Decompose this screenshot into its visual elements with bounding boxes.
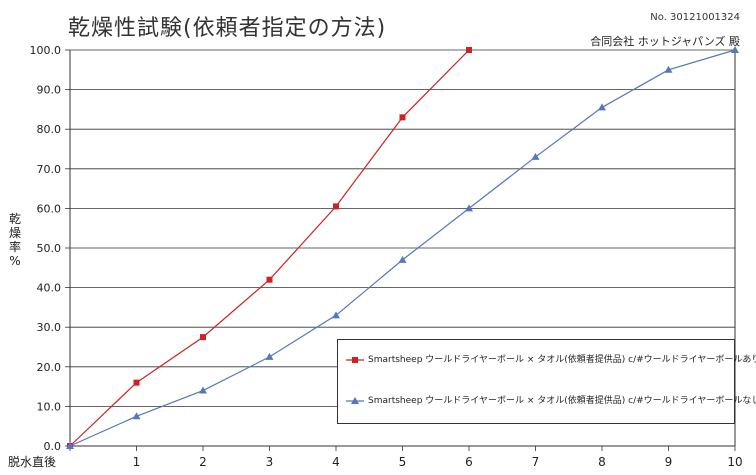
x-tick-label: 3 <box>266 455 274 469</box>
chart-title: 乾燥性試験(依頼者指定の方法) <box>68 16 387 41</box>
data-point-triangle <box>398 255 407 263</box>
data-point-square <box>266 276 273 283</box>
legend-item-series-2: Smartsheep ウールドライヤーボール × タオル(依頼者提供品) c/#… <box>346 393 756 406</box>
x-tick-label: 5 <box>399 455 407 469</box>
y-tick-label: 40.0 <box>37 282 62 295</box>
y-axis-label-char: 率 <box>8 240 21 254</box>
data-point-triangle <box>265 352 274 360</box>
legend-triangle-marker-icon <box>346 396 364 404</box>
x-tick-label: 1 <box>133 455 141 469</box>
data-point-square <box>133 379 140 386</box>
x-tick-label: 4 <box>332 455 340 469</box>
y-axis-label-char: 乾 <box>8 212 21 226</box>
y-axis-label: 乾 燥 率 % <box>7 212 23 268</box>
document-number: No. 30121001324 <box>650 12 740 23</box>
data-point-triangle <box>332 311 340 319</box>
chart-legend: Smartsheep ウールドライヤーボール × タオル(依頼者提供品) c/#… <box>337 339 756 424</box>
data-point-triangle <box>465 204 473 212</box>
data-point-triangle <box>531 152 540 160</box>
y-tick-label: 10.0 <box>37 400 62 413</box>
data-point-square <box>333 203 339 210</box>
y-tick-label: 90.0 <box>37 84 62 97</box>
legend-label-series-2: Smartsheep ウールドライヤーボール × タオル(依頼者提供品) c/#… <box>368 396 756 406</box>
data-point-square <box>200 334 206 341</box>
client-company: 合同会社 ホットジャパンズ 殿 <box>590 35 740 48</box>
y-axis-label-char: % <box>9 254 21 268</box>
legend-label-series-1: Smartsheep ウールドライヤーボール × タオル(依頼者提供品) c/#… <box>368 355 756 365</box>
y-tick-label: 50.0 <box>37 242 62 255</box>
x-tick-label: 9 <box>665 455 673 469</box>
x-tick-label: 脱水直後 <box>8 454 56 469</box>
x-tick-label: 8 <box>598 455 606 469</box>
data-point-triangle <box>731 46 739 53</box>
x-tick-label: 10 <box>727 455 742 469</box>
data-point-triangle <box>199 386 207 394</box>
x-tick-label: 7 <box>532 455 540 469</box>
y-tick-label: 20.0 <box>37 361 62 374</box>
y-tick-label: 100.0 <box>30 44 62 57</box>
data-point-triangle <box>598 103 606 111</box>
legend-square-marker-icon <box>346 356 364 363</box>
y-axis-label-char: 燥 <box>8 226 21 240</box>
data-point-triangle <box>132 412 141 420</box>
y-tick-label: 0.0 <box>44 440 62 453</box>
y-tick-label: 70.0 <box>37 163 62 176</box>
x-tick-label: 6 <box>465 455 473 469</box>
y-tick-label: 30.0 <box>37 321 62 334</box>
data-point-triangle <box>66 442 74 449</box>
data-point-square <box>466 47 472 53</box>
data-point-square <box>399 114 406 121</box>
legend-item-series-1: Smartsheep ウールドライヤーボール × タオル(依頼者提供品) c/#… <box>346 352 756 365</box>
y-tick-label: 60.0 <box>37 202 62 215</box>
y-tick-label: 80.0 <box>37 123 62 136</box>
data-point-triangle <box>664 65 673 73</box>
x-tick-label: 2 <box>199 455 207 469</box>
